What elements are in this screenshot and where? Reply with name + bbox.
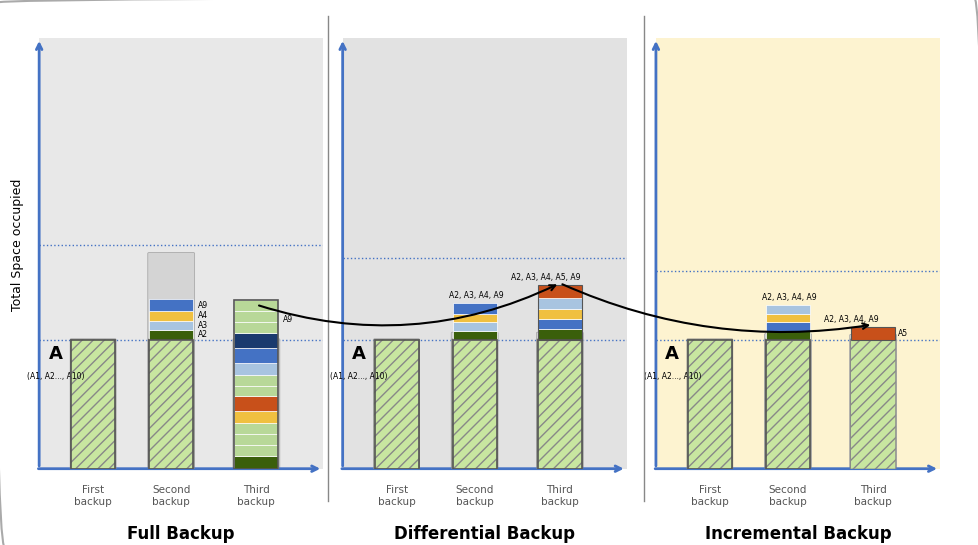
Text: Second
backup: Second backup (152, 485, 190, 507)
FancyBboxPatch shape (233, 338, 280, 470)
Bar (234, 300, 278, 469)
Bar (234, 311, 278, 322)
Bar (765, 331, 809, 340)
Text: First
backup: First backup (690, 485, 728, 507)
Text: A3: A3 (198, 321, 207, 330)
Bar (149, 340, 193, 469)
Bar (537, 285, 581, 298)
Bar (688, 340, 732, 469)
Text: Third
backup: Third backup (854, 485, 891, 507)
Text: A2, A3, A4, A9: A2, A3, A4, A9 (449, 291, 504, 300)
Bar (234, 411, 278, 423)
Text: A2: A2 (198, 330, 207, 340)
Text: A9: A9 (283, 315, 292, 324)
Bar (765, 322, 809, 331)
Bar (234, 396, 278, 411)
Bar (234, 386, 278, 396)
Bar (850, 326, 894, 340)
Bar (850, 326, 894, 340)
Text: (A1, A2..., A10): (A1, A2..., A10) (26, 372, 84, 381)
Bar (765, 314, 809, 322)
Text: Third
backup: Third backup (541, 485, 578, 507)
Text: Total Space occupied: Total Space occupied (11, 179, 24, 311)
FancyBboxPatch shape (687, 339, 732, 469)
Text: A: A (49, 345, 63, 363)
Bar (234, 445, 278, 456)
Text: A: A (665, 345, 679, 363)
Bar (234, 332, 278, 348)
FancyBboxPatch shape (374, 339, 419, 469)
Bar (452, 314, 496, 322)
Text: A5: A5 (897, 329, 908, 337)
Bar (452, 331, 496, 340)
Bar (234, 434, 278, 445)
Bar (452, 340, 496, 469)
FancyBboxPatch shape (537, 339, 582, 469)
Text: Differential Backup: Differential Backup (394, 525, 574, 543)
Bar (234, 423, 278, 434)
Bar (234, 375, 278, 386)
Bar (149, 330, 193, 340)
Bar (149, 299, 193, 311)
Bar (234, 300, 278, 311)
Text: First
backup: First backup (74, 485, 111, 507)
FancyBboxPatch shape (451, 332, 498, 470)
Bar (765, 340, 809, 469)
FancyBboxPatch shape (148, 252, 195, 470)
Text: Second
backup: Second backup (455, 485, 493, 507)
Text: First
backup: First backup (378, 485, 415, 507)
Bar (234, 363, 278, 375)
Text: A2, A3, A4, A9: A2, A3, A4, A9 (762, 293, 817, 302)
Bar (149, 320, 193, 330)
Bar (537, 298, 581, 308)
Text: Second
backup: Second backup (768, 485, 806, 507)
Bar (71, 340, 115, 469)
Text: (A1, A2..., A10): (A1, A2..., A10) (330, 372, 387, 381)
FancyBboxPatch shape (849, 335, 896, 470)
Bar (234, 456, 278, 469)
Bar (537, 340, 581, 469)
Bar (537, 319, 581, 329)
Bar (375, 340, 419, 469)
Bar (765, 305, 809, 314)
Bar (537, 285, 581, 340)
Text: A2, A3, A4, A9: A2, A3, A4, A9 (823, 316, 878, 324)
Bar (234, 348, 278, 363)
Bar (452, 303, 496, 314)
Text: Third
backup: Third backup (238, 485, 275, 507)
Text: A4: A4 (198, 311, 207, 320)
Text: A: A (352, 345, 366, 363)
Text: A9: A9 (198, 301, 207, 310)
FancyBboxPatch shape (850, 339, 895, 469)
FancyBboxPatch shape (452, 339, 497, 469)
FancyBboxPatch shape (70, 339, 115, 469)
Text: Incremental Backup: Incremental Backup (704, 525, 890, 543)
FancyBboxPatch shape (149, 339, 194, 469)
Bar (234, 322, 278, 332)
Text: A2, A3, A4, A5, A9: A2, A3, A4, A5, A9 (511, 273, 580, 282)
FancyBboxPatch shape (765, 339, 810, 469)
FancyBboxPatch shape (536, 332, 583, 470)
FancyBboxPatch shape (764, 334, 811, 470)
Bar (452, 322, 496, 331)
Bar (537, 329, 581, 340)
Bar (149, 311, 193, 320)
Text: Full Backup: Full Backup (127, 525, 235, 543)
Bar (537, 308, 581, 319)
Text: (A1, A2..., A10): (A1, A2..., A10) (643, 372, 700, 381)
